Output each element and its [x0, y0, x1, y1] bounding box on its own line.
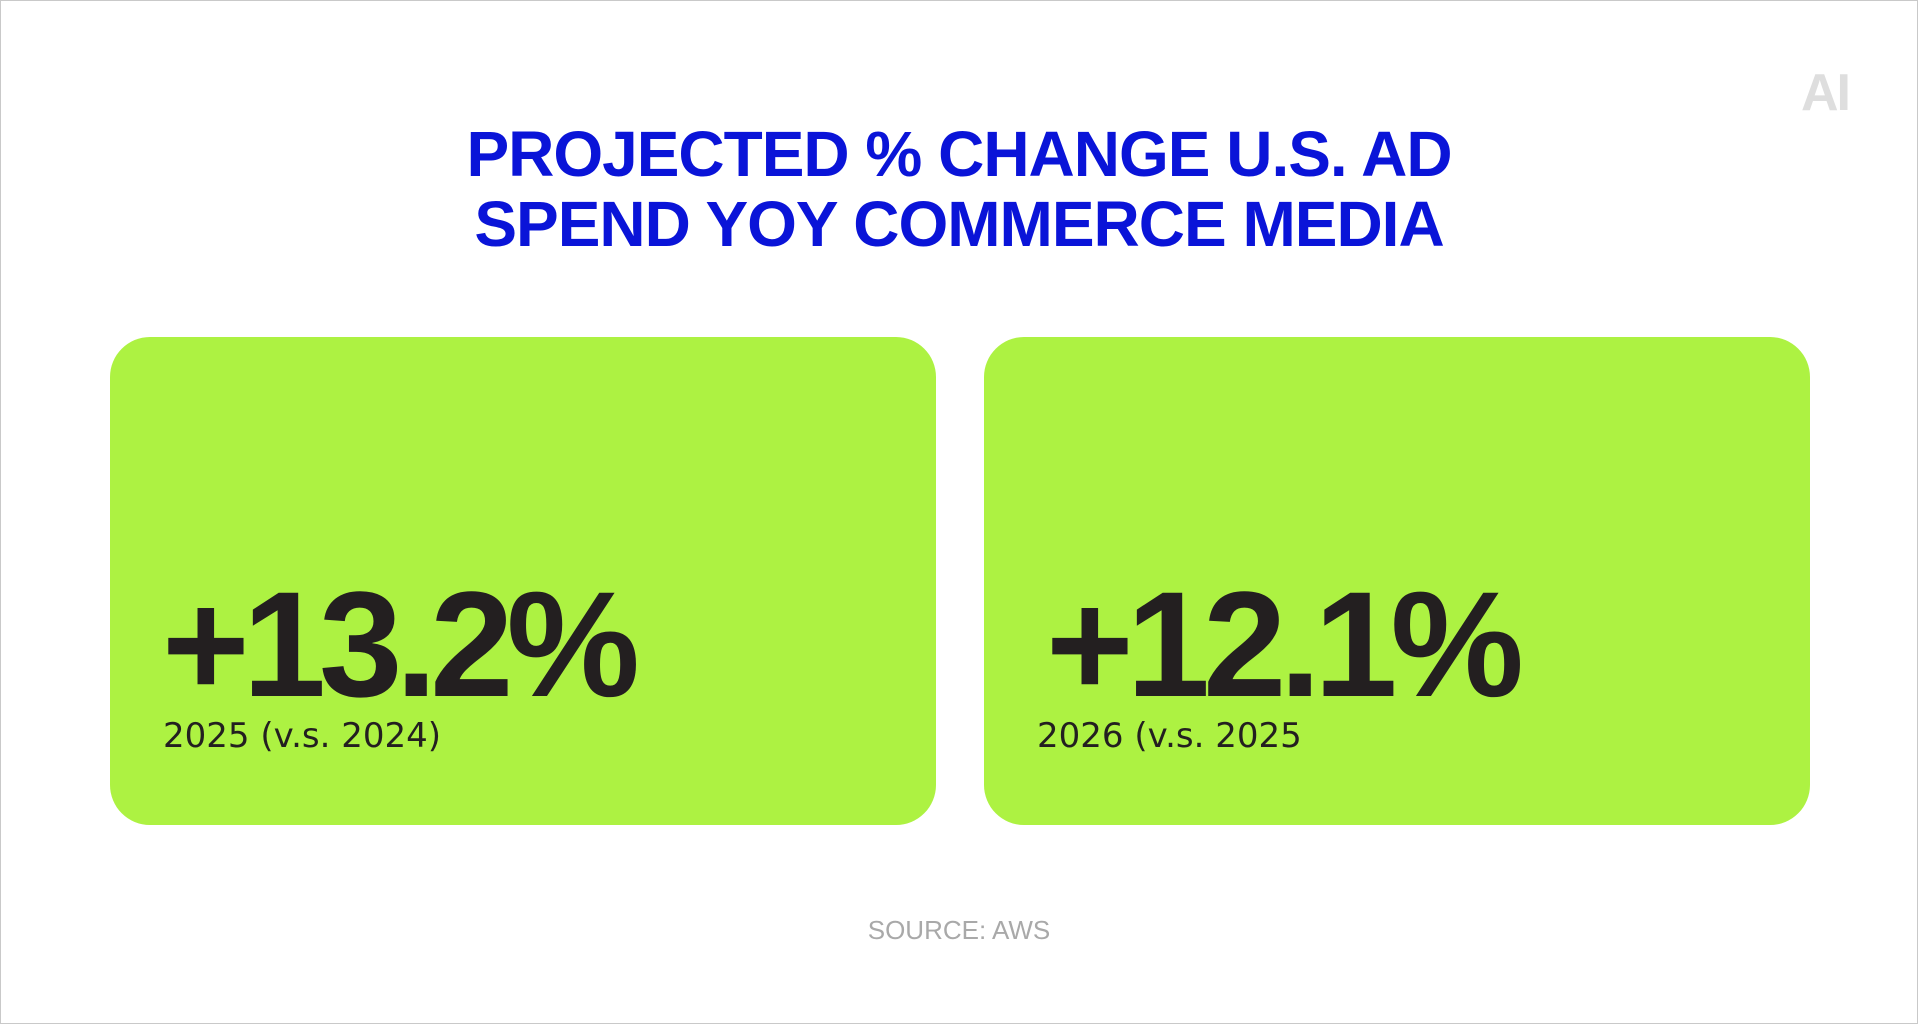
stat-card-2026: +12.1% 2026 (v.s. 2025	[984, 337, 1810, 825]
stat-caption: 2025 (v.s. 2024)	[163, 716, 442, 756]
source-note: SOURCE: AWS	[867, 915, 1051, 945]
brand-logo: AI	[1801, 64, 1851, 122]
stat-value: +12.1%	[1046, 560, 1524, 728]
stat-cards: +13.2% 2025 (v.s. 2024) +12.1% 2026 (v.s…	[110, 337, 1810, 825]
stat-value: +13.2%	[162, 560, 640, 728]
title-line-1: PROJECTED % CHANGE U.S. AD	[466, 118, 1452, 190]
stat-card-2025: +13.2% 2025 (v.s. 2024)	[110, 337, 936, 825]
page-title: PROJECTED % CHANGE U.S. AD SPEND YOY COM…	[1, 119, 1917, 259]
stat-caption: 2026 (v.s. 2025	[1037, 716, 1302, 756]
title-line-2: SPEND YOY COMMERCE MEDIA	[474, 188, 1444, 260]
